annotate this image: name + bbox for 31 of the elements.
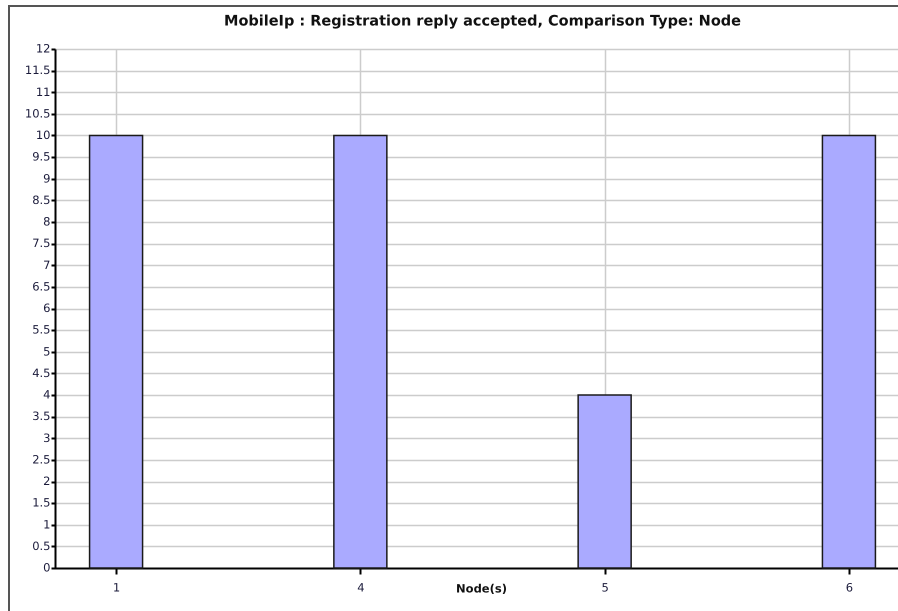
y-tick-label: 10.5 bbox=[24, 106, 50, 120]
chart-title: MobileIp : Registration reply accepted, Comparison Type: Node bbox=[224, 14, 742, 30]
y-tick-label: 5 bbox=[43, 344, 50, 358]
y-tick-label: 9.5 bbox=[32, 150, 50, 164]
y-tick-label: 3 bbox=[43, 430, 50, 445]
x-tick-label: 5 bbox=[601, 580, 609, 594]
y-tick-label: 8.5 bbox=[32, 192, 50, 207]
x-tick-label: 1 bbox=[112, 580, 120, 594]
y-tick-label: 1 bbox=[43, 517, 50, 532]
y-tick-label: 4 bbox=[43, 388, 50, 402]
y-tick-label: 11 bbox=[36, 84, 50, 99]
y-tick-label: 3.5 bbox=[32, 409, 50, 424]
y-tick-label: 0.5 bbox=[32, 538, 50, 553]
y-tick-label: 7 bbox=[43, 258, 50, 272]
x-tick-label: 6 bbox=[846, 580, 854, 594]
y-tick-label: 6.5 bbox=[32, 279, 50, 294]
x-axis-title: Node(s) bbox=[456, 582, 507, 596]
y-tick-label: 2 bbox=[43, 474, 50, 488]
y-tick-label: 5.5 bbox=[32, 322, 50, 337]
y-tick-label: 1.5 bbox=[32, 496, 50, 510]
y-tick-label: 7.5 bbox=[32, 236, 50, 250]
y-tick-label: 9 bbox=[43, 171, 50, 186]
x-tick-label: 4 bbox=[357, 580, 365, 594]
y-tick-label: 10 bbox=[36, 128, 50, 142]
y-tick-label: 8 bbox=[43, 214, 50, 228]
y-tick-label: 2.5 bbox=[32, 452, 50, 466]
y-tick-label: 12 bbox=[36, 42, 50, 56]
y-tick-label: 0 bbox=[43, 560, 50, 574]
y-tick-label: 11.5 bbox=[24, 63, 50, 78]
y-tick-label: 4.5 bbox=[32, 366, 50, 380]
y-tick-label: 6 bbox=[43, 301, 50, 315]
